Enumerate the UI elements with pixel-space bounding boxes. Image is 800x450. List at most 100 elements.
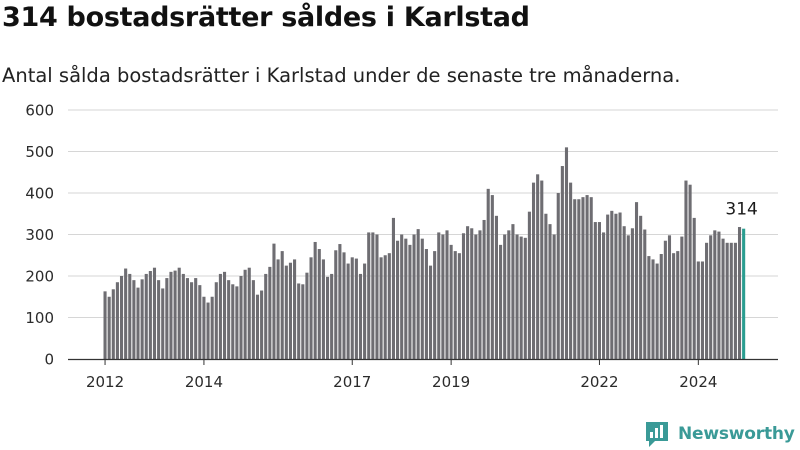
bar: [705, 242, 709, 359]
bar: [461, 233, 466, 359]
bar: [173, 270, 177, 359]
highlight-label: 314: [725, 200, 757, 220]
bar: [519, 236, 523, 359]
bar: [602, 232, 606, 359]
chart-subtitle: Antal sålda bostadsrätter i Karlstad und…: [2, 64, 681, 87]
bar: [696, 261, 700, 359]
bar: [445, 230, 449, 359]
bar: [260, 290, 264, 359]
newsworthy-logo[interactable]: Newsworthy: [644, 420, 795, 448]
bar: [610, 210, 614, 359]
bar: [144, 273, 148, 359]
bar: [688, 184, 692, 359]
bar: [161, 288, 165, 359]
bar: [301, 284, 305, 359]
bar: [280, 251, 284, 359]
bar: [136, 287, 140, 359]
bar: [251, 280, 255, 359]
bar: [523, 237, 527, 359]
bar: [564, 147, 569, 359]
bar: [334, 250, 338, 359]
bar: [725, 242, 729, 359]
bar: [441, 234, 445, 359]
bar: [606, 214, 610, 359]
x-tick-label: 2014: [185, 373, 223, 391]
bar: [499, 244, 503, 359]
bar: [511, 224, 515, 359]
bar: [515, 234, 519, 359]
bar: [412, 234, 416, 359]
bar: [466, 226, 470, 359]
x-tick-label: 2012: [86, 373, 124, 391]
bar: [288, 262, 292, 359]
bar: [721, 238, 725, 359]
y-tick-label: 600: [25, 102, 54, 120]
bar: [268, 266, 272, 359]
bar: [330, 273, 334, 359]
bar: [124, 268, 128, 359]
bar: [272, 243, 276, 359]
y-tick-label: 500: [25, 143, 54, 161]
y-tick-label: 300: [25, 226, 54, 244]
bar: [243, 269, 247, 359]
bar: [181, 273, 185, 359]
bar: [255, 294, 260, 359]
bar: [284, 265, 288, 359]
bar: [486, 188, 490, 359]
bar: [540, 180, 544, 359]
x-tick-label: 2017: [333, 373, 371, 391]
bar: [622, 226, 626, 359]
bar: [140, 279, 144, 359]
bar: [424, 249, 428, 359]
bar: [478, 230, 482, 359]
highlight-bar: [742, 228, 746, 359]
bar: [593, 222, 597, 359]
bar: [325, 276, 330, 359]
bar: [387, 253, 391, 359]
bar: [420, 238, 424, 359]
bar: [659, 254, 663, 359]
bar: [190, 282, 194, 359]
bar: [490, 195, 494, 359]
bar: [453, 251, 457, 359]
bar: [132, 280, 136, 359]
bar: [655, 263, 659, 359]
bar: [185, 278, 189, 359]
x-tick-label: 2024: [679, 373, 717, 391]
bar: [700, 261, 704, 359]
bar: [507, 230, 511, 359]
bar: [709, 235, 713, 359]
bar: [692, 217, 696, 359]
bar: [548, 224, 552, 359]
bar: [474, 234, 478, 359]
bar: [276, 259, 280, 359]
bar: [396, 240, 400, 359]
bars: [103, 147, 746, 359]
bar: [614, 213, 618, 359]
bar: [404, 238, 408, 359]
bar: [379, 257, 383, 359]
bar: [152, 267, 157, 359]
bar: [552, 234, 556, 359]
bar: [531, 182, 536, 359]
bar: [556, 193, 560, 359]
bar: [367, 232, 371, 359]
bar: [634, 202, 639, 359]
bar: [626, 235, 630, 359]
bar: [560, 166, 564, 359]
bar: [589, 197, 593, 359]
bar: [647, 256, 651, 359]
y-tick-label: 200: [25, 268, 54, 286]
bar: [293, 259, 297, 359]
x-tick-label: 2019: [432, 373, 470, 391]
y-tick-label: 100: [25, 309, 54, 327]
bar: [313, 241, 317, 359]
bar: [119, 276, 124, 359]
bar: [684, 180, 688, 359]
bar: [597, 222, 601, 359]
bar: [470, 228, 474, 359]
bar: [375, 234, 379, 359]
bar: [577, 199, 581, 359]
bar: [305, 272, 309, 359]
bar: [713, 230, 717, 359]
